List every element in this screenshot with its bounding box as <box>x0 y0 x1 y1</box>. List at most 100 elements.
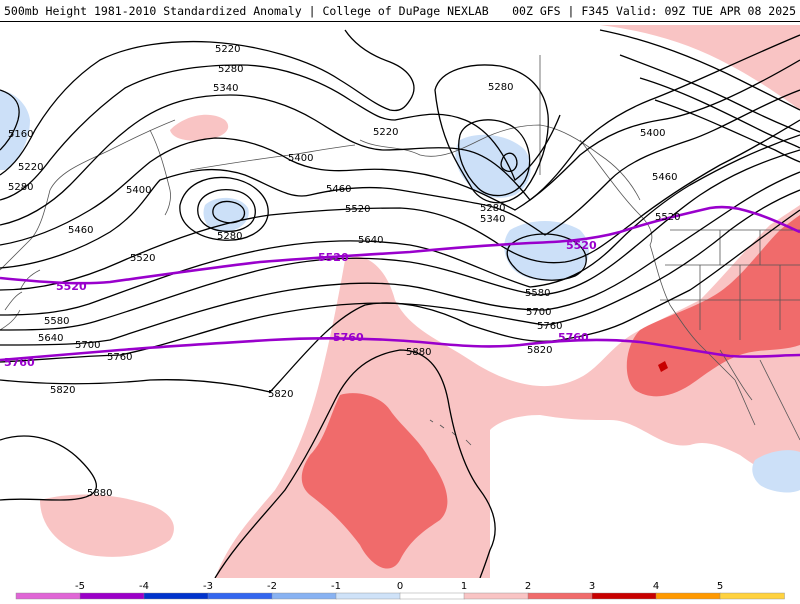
contour-label: 5520 <box>130 253 155 264</box>
low-center-inner-2 <box>197 189 256 233</box>
contour-label: 5820 <box>50 385 75 396</box>
contour-5880-west <box>0 435 98 501</box>
contour-label: 5820 <box>527 345 552 356</box>
anomaly-map: 5220 5280 5340 5280 5220 5160 5400 5220 … <box>0 25 800 578</box>
model-run-info: 00Z GFS | F345 Valid: 09Z TUE APR 08 202… <box>512 4 796 18</box>
contour-label: 5400 <box>288 153 313 164</box>
offshore-low-ring <box>506 233 587 281</box>
contour-label: 5280 <box>488 82 513 93</box>
colorbar-tick-label: 0 <box>397 581 403 592</box>
contour-label: 5460 <box>68 225 93 236</box>
colorbar-swatch <box>207 592 273 600</box>
contour-label: 5400 <box>126 185 151 196</box>
contour-5340 <box>0 34 800 226</box>
colorbar-swatches <box>15 592 785 600</box>
contour-label: 5580 <box>525 288 550 299</box>
contour-5640 <box>0 149 800 331</box>
contour-5700 <box>0 171 800 346</box>
contour-label: 5880 <box>406 347 431 358</box>
contour-label: 5340 <box>213 83 238 94</box>
colorbar-swatch <box>79 592 145 600</box>
colorbar-swatch <box>15 592 81 600</box>
contour-labels: 5220 5280 5340 5280 5220 5160 5400 5220 … <box>8 44 680 499</box>
map-title: 500mb Height 1981-2010 Standardized Anom… <box>4 4 489 18</box>
colorbar-swatch <box>591 592 657 600</box>
colorbar: -5 -4 -3 -2 -1 0 1 2 3 4 5 <box>0 578 800 600</box>
colorbar-tick-label: -2 <box>267 581 277 592</box>
negative-anomaly-region <box>455 134 531 198</box>
siberia-coast <box>0 119 176 271</box>
gulf-low-ring-2 <box>458 119 531 197</box>
contour-5580 <box>0 134 800 316</box>
ne-trough-contour-1 <box>599 29 800 111</box>
colorbar-swatch <box>527 592 593 600</box>
reference-label: 5760 <box>4 356 35 369</box>
contour-label: 5340 <box>480 214 505 225</box>
negative-anomaly-region <box>0 90 30 170</box>
negative-anomaly-region <box>203 197 249 232</box>
colorbar-tick-label: 3 <box>589 581 595 592</box>
map-panel[interactable]: 5220 5280 5340 5280 5220 5160 5400 5220 … <box>0 22 800 578</box>
contour-label: 5280 <box>217 231 242 242</box>
ne-trough-contour-4 <box>654 99 800 163</box>
height-contours <box>0 29 800 578</box>
contour-label: 5700 <box>75 340 100 351</box>
colorbar-swatch <box>719 592 785 600</box>
contour-label: 5640 <box>38 333 63 344</box>
colorbar-swatch <box>143 592 209 600</box>
contour-5220 <box>0 29 415 176</box>
positive-anomaly-region <box>215 205 800 578</box>
colorbar-swatch <box>655 592 721 600</box>
colorbar-tick-label: 5 <box>717 581 723 592</box>
colorbar-tick-label: 1 <box>461 581 467 592</box>
hawaii-islands <box>429 419 472 446</box>
contour-5520 <box>0 119 800 291</box>
positive-anomaly-region <box>170 114 229 141</box>
ne-trough-contour-2 <box>619 54 800 133</box>
positive-anomaly-region <box>600 25 800 110</box>
contour-label: 5280 <box>480 203 505 214</box>
contour-label: 5280 <box>218 64 243 75</box>
contour-5400 <box>0 59 800 246</box>
contour-5820 <box>0 209 800 393</box>
negative-anomaly-region <box>752 450 800 493</box>
mexico-coast <box>759 359 800 441</box>
contour-5460 <box>0 89 800 269</box>
contour-label: 5760 <box>537 321 562 332</box>
contour-label: 5820 <box>268 389 293 400</box>
anomaly-shading <box>0 25 800 578</box>
contour-label: 5460 <box>652 172 677 183</box>
contour-label: 5640 <box>358 235 383 246</box>
colorbar-swatch <box>399 592 465 600</box>
colorbar-swatch <box>271 592 337 600</box>
colorbar-tick-label: -4 <box>139 581 149 592</box>
reference-label: 5760 <box>558 331 589 344</box>
colorbar-tick-label: -3 <box>203 581 213 592</box>
reference-contour-5760 <box>0 336 800 362</box>
contour-label: 5400 <box>640 128 665 139</box>
contour-label: 5220 <box>18 162 43 173</box>
colorbar-svg: -5 -4 -3 -2 -1 0 1 2 3 4 5 <box>15 581 785 600</box>
contour-label: 5220 <box>215 44 240 55</box>
contour-5880 <box>214 349 496 578</box>
contour-label: 5460 <box>326 184 351 195</box>
coastlines <box>0 55 800 446</box>
reference-contours <box>0 205 800 362</box>
strong-positive-anomaly <box>626 215 800 397</box>
colorbar-ticks: -5 -4 -3 -2 -1 0 1 2 3 4 5 <box>75 581 723 592</box>
us-west-coast <box>649 244 736 381</box>
bc-coast <box>579 139 653 246</box>
kuril-islands <box>4 269 41 311</box>
contour-label: 5160 <box>8 129 33 140</box>
colorbar-tick-label: -1 <box>331 581 341 592</box>
contour-label: 5520 <box>345 204 370 215</box>
contour-label: 5220 <box>373 127 398 138</box>
reference-label: 5760 <box>333 331 364 344</box>
colorbar-swatch <box>463 592 529 600</box>
ne-trough-contour-3 <box>639 77 800 149</box>
contour-label: 5760 <box>107 352 132 363</box>
contour-label: 5880 <box>87 488 112 499</box>
colorbar-swatch <box>335 592 401 600</box>
extreme-positive-anomaly <box>658 361 668 372</box>
colorbar-tick-label: -5 <box>75 581 85 592</box>
